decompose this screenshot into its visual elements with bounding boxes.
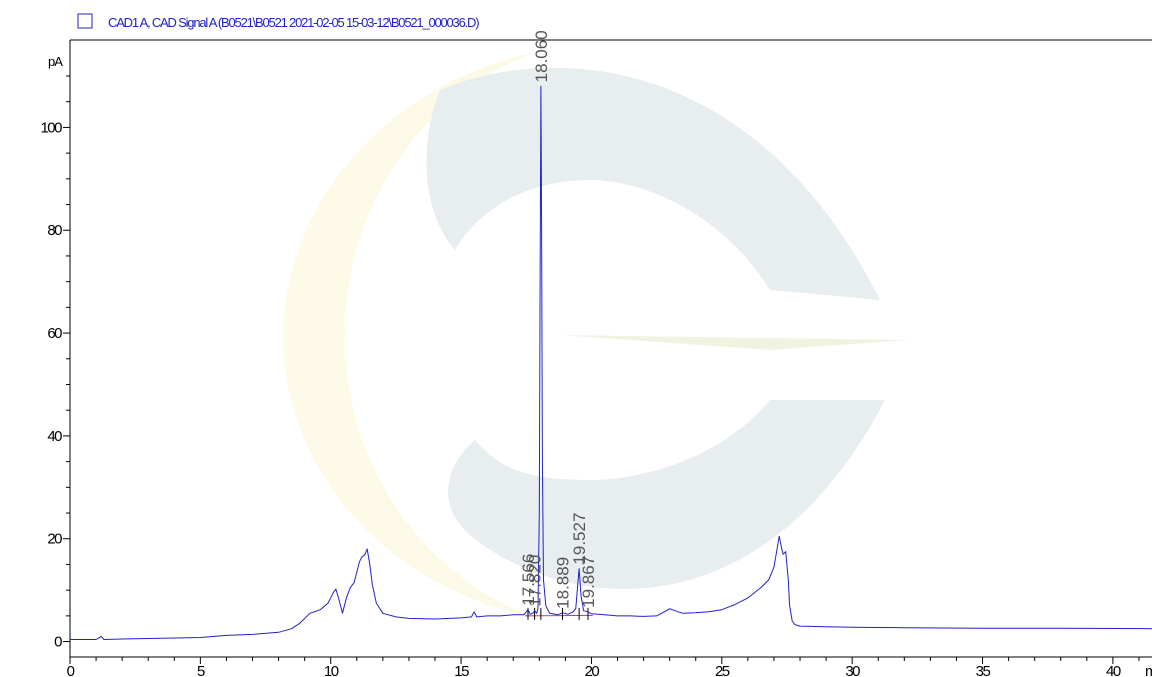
peak-label: 18.060 (532, 30, 551, 82)
peak-label: 19.527 (570, 513, 589, 565)
signal-trace (70, 85, 1152, 640)
x-tick-label: 5 (197, 663, 205, 677)
x-tick-label: 20 (585, 663, 600, 677)
x-tick-label: 25 (715, 663, 730, 677)
y-axis-ticks: 0 20 40 60 80 100 (40, 75, 70, 651)
x-tick-label: 30 (845, 663, 860, 677)
peak-label: 19.867 (579, 556, 598, 608)
x-tick-label: 10 (324, 663, 339, 677)
x-axis-ticks: 0 5 10 15 20 25 30 35 40 (67, 657, 1140, 677)
y-tick-label: 80 (47, 222, 62, 239)
watermark-logo (283, 50, 910, 620)
peak-label: 17.566 (519, 554, 538, 606)
y-tick-label: 20 (47, 531, 62, 548)
y-tick-label: 100 (40, 119, 62, 136)
legend: CAD1 A, CAD Signal A (B0521\B0521 2021-0… (77, 13, 480, 30)
peak-label: 18.889 (553, 557, 572, 609)
x-tick-label: 15 (454, 663, 469, 677)
x-tick-label: 0 (67, 663, 75, 677)
plot-frame (69, 39, 1152, 658)
watermark-upper-arc (426, 67, 880, 301)
x-axis-unit-partial: m (1145, 663, 1152, 677)
x-tick-label: 40 (1106, 663, 1121, 677)
watermark-middle-band (560, 335, 910, 350)
x-tick-label: 35 (976, 663, 991, 677)
legend-swatch (77, 13, 93, 29)
integration-baselines (524, 607, 593, 620)
y-tick-label: 0 (54, 634, 62, 651)
watermark-yellow-crescent (283, 50, 545, 620)
watermark-lower-arc (448, 400, 885, 590)
y-tick-label: 40 (47, 428, 62, 445)
y-tick-label: 60 (47, 325, 62, 342)
y-axis-unit: pA (48, 54, 63, 69)
integration-baseline (524, 614, 593, 617)
signal-series (70, 85, 1152, 640)
legend-text: CAD1 A, CAD Signal A (B0521\B0521 2021-0… (108, 15, 479, 30)
peak-label: 17.820 (526, 555, 545, 607)
